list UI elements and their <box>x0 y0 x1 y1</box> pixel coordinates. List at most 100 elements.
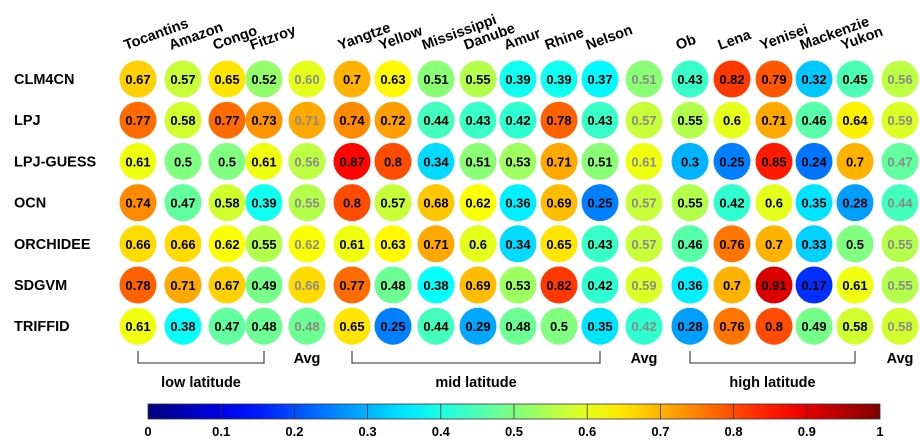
value-label: 0.65 <box>546 237 571 252</box>
value-circle <box>119 60 157 98</box>
value-circle <box>374 307 412 345</box>
value-circle <box>581 307 619 345</box>
value-circle <box>245 60 283 98</box>
value-label: 0.39 <box>546 72 571 87</box>
value-label: 0.42 <box>587 278 612 293</box>
group-bracket <box>137 351 265 364</box>
value-label: 0.6 <box>765 196 783 211</box>
value-label: 0.45 <box>842 72 867 87</box>
value-label: 0.38 <box>170 319 195 334</box>
value-label: 0.77 <box>125 113 150 128</box>
value-circle <box>374 184 412 222</box>
avg-value-label: 0.56 <box>294 154 319 169</box>
avg-value-label: 0.56 <box>887 72 912 87</box>
avg-value-label: 0.61 <box>631 154 656 169</box>
value-circle <box>499 142 537 180</box>
value-label: 0.44 <box>423 319 449 334</box>
value-circle <box>755 184 793 222</box>
value-label: 0.25 <box>719 154 744 169</box>
value-label: 0.67 <box>125 72 150 87</box>
value-label: 0.68 <box>423 196 448 211</box>
value-circle <box>417 266 455 304</box>
river-label: Ob <box>674 32 699 54</box>
colorbar-tick-label: 0.2 <box>285 424 303 439</box>
value-label: 0.43 <box>587 237 612 252</box>
value-label: 0.67 <box>214 278 239 293</box>
value-circle <box>245 225 283 263</box>
value-circle <box>208 184 246 222</box>
value-label: 0.46 <box>801 113 826 128</box>
value-circle <box>499 266 537 304</box>
group-bracket <box>351 351 601 364</box>
value-label: 0.85 <box>761 154 786 169</box>
avg-column-label: Avg <box>294 351 321 367</box>
value-label: 0.24 <box>801 154 827 169</box>
value-circle <box>333 307 371 345</box>
avg-circle <box>625 101 663 139</box>
value-circle <box>119 142 157 180</box>
value-circle <box>119 307 157 345</box>
value-circle <box>581 101 619 139</box>
avg-value-label: 0.57 <box>631 237 656 252</box>
colorbar-tick-label: 0.4 <box>432 424 451 439</box>
value-label: 0.61 <box>842 278 867 293</box>
value-label: 0.64 <box>842 113 868 128</box>
value-label: 0.5 <box>174 154 192 169</box>
value-label: 0.7 <box>343 72 361 87</box>
value-label: 0.61 <box>339 237 364 252</box>
value-label: 0.33 <box>801 237 826 252</box>
value-circle <box>164 184 202 222</box>
value-label: 0.82 <box>546 278 571 293</box>
avg-value-label: 0.55 <box>887 237 912 252</box>
avg-value-label: 0.71 <box>294 113 319 128</box>
value-label: 0.43 <box>677 72 702 87</box>
value-label: 0.76 <box>719 237 744 252</box>
value-circle <box>581 142 619 180</box>
value-circle <box>671 225 709 263</box>
value-circle <box>459 184 497 222</box>
value-circle <box>333 184 371 222</box>
avg-circle <box>625 184 663 222</box>
value-circle <box>581 225 619 263</box>
value-circle <box>581 266 619 304</box>
colorbar-tick-label: 0 <box>144 424 151 439</box>
value-label: 0.43 <box>465 113 490 128</box>
river-label: Nelson <box>584 22 635 54</box>
value-circle <box>119 101 157 139</box>
value-label: 0.71 <box>546 154 571 169</box>
value-circle <box>836 225 874 263</box>
value-circle <box>333 225 371 263</box>
avg-circle <box>881 142 919 180</box>
value-circle <box>755 101 793 139</box>
avg-circle <box>625 60 663 98</box>
avg-circle <box>288 142 326 180</box>
value-circle <box>164 60 202 98</box>
value-label: 0.69 <box>546 196 571 211</box>
value-label: 0.8 <box>765 319 783 334</box>
value-circle <box>671 184 709 222</box>
value-label: 0.6 <box>723 113 741 128</box>
value-circle <box>713 184 751 222</box>
avg-circle <box>288 225 326 263</box>
value-label: 0.7 <box>723 278 741 293</box>
value-label: 0.61 <box>251 154 276 169</box>
value-label: 0.49 <box>251 278 276 293</box>
value-label: 0.61 <box>125 319 150 334</box>
colorbar-tick-label: 0.3 <box>359 424 377 439</box>
value-circle <box>713 307 751 345</box>
value-label: 0.7 <box>846 154 864 169</box>
value-circle <box>208 142 246 180</box>
value-label: 0.58 <box>214 196 239 211</box>
value-circle <box>459 307 497 345</box>
value-label: 0.63 <box>380 72 405 87</box>
value-label: 0.3 <box>681 154 699 169</box>
avg-circle <box>881 225 919 263</box>
value-circle <box>581 60 619 98</box>
value-circle <box>836 307 874 345</box>
value-label: 0.47 <box>214 319 239 334</box>
value-circle <box>795 225 833 263</box>
value-label: 0.61 <box>125 154 150 169</box>
value-label: 0.74 <box>125 196 151 211</box>
value-circle <box>671 101 709 139</box>
value-circle <box>459 225 497 263</box>
